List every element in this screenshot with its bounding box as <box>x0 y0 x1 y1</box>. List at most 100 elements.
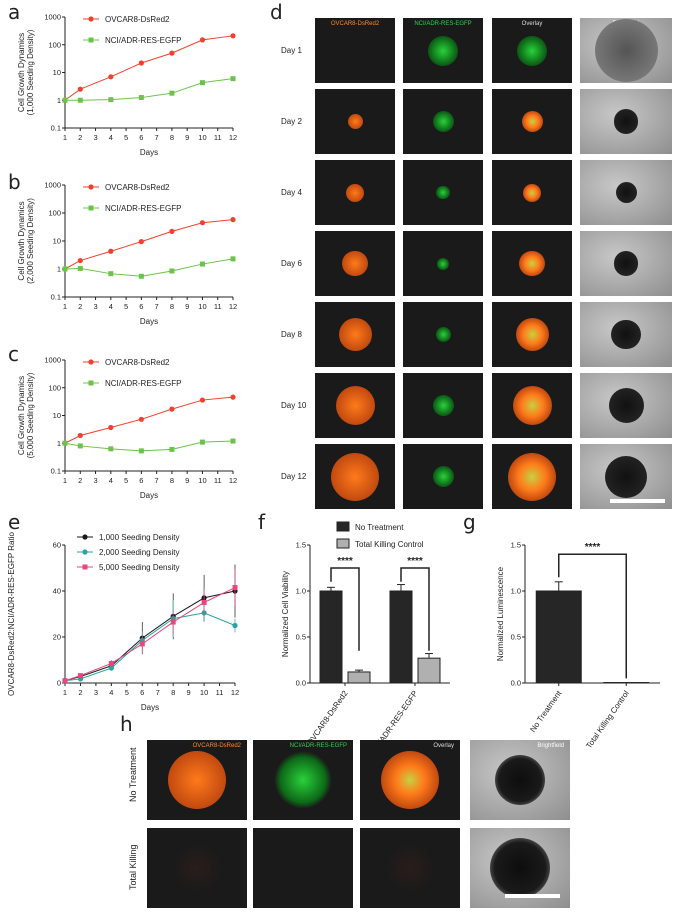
x-tick-label: 12 <box>231 688 239 697</box>
micrograph-overlay: Overlay <box>360 740 460 820</box>
x-tick-label: 4 <box>109 302 113 311</box>
x-tick-label: No Treatment <box>528 688 564 733</box>
spheroid <box>432 395 454 416</box>
y-axis-label: Cell Growth Dynamics <box>17 33 26 112</box>
row-label: Total Killing <box>128 844 138 890</box>
y-tick-label: 60 <box>53 541 61 550</box>
y-tick-label: 1 <box>57 265 61 274</box>
spheroid <box>594 19 658 82</box>
spheroid <box>428 35 458 66</box>
x-tick-label: 6 <box>140 688 144 697</box>
y-tick-label: 100 <box>48 209 61 218</box>
data-point <box>232 585 238 591</box>
micrograph-red <box>147 828 247 908</box>
data-point <box>108 446 114 452</box>
x-tick-label: 5 <box>124 476 128 485</box>
micrograph-green: NCI/ADR-RES-EGFP <box>253 740 353 820</box>
significance-stars: **** <box>337 556 353 567</box>
series-line-0 <box>64 396 234 444</box>
row-label: No Treatment <box>128 747 138 802</box>
data-point <box>169 406 175 412</box>
x-tick-label: 6 <box>139 476 143 485</box>
micrograph-overlay <box>492 160 572 225</box>
x-tick-label: Total Killing Control <box>584 689 631 750</box>
y-tick-label: 100 <box>48 40 61 49</box>
micrograph-red <box>315 444 395 509</box>
spheroid <box>432 111 454 132</box>
x-tick-label: 7 <box>155 133 159 142</box>
x-tick-label: OVCAR8-DsRed2 <box>305 689 350 747</box>
legend-label: 1,000 Seeding Density <box>99 533 180 542</box>
spheroid <box>611 319 641 350</box>
series-line-1 <box>64 258 234 277</box>
legend-label: NCI/ADR-RES-EGFP <box>105 204 181 213</box>
legend-label: 5,000 Seeding Density <box>99 563 180 572</box>
micrograph-green <box>403 444 483 509</box>
spheroid <box>615 182 637 203</box>
significance-stars: **** <box>585 542 601 553</box>
spheroid <box>490 838 550 898</box>
data-point <box>108 660 114 666</box>
row-label: Day 1 <box>281 46 302 55</box>
column-header: Overlay <box>433 743 454 749</box>
x-tick-label: 2 <box>78 476 82 485</box>
data-point <box>62 266 68 272</box>
legend-marker <box>88 184 94 190</box>
spheroid <box>278 843 328 893</box>
micrograph-green <box>403 160 483 225</box>
micrograph-brightfield <box>580 373 672 438</box>
y-tick-label: 0.1 <box>51 467 61 476</box>
column-header: OVCAR8-DsRed2 <box>192 743 241 749</box>
data-point <box>199 439 205 445</box>
x-tick-label: 9 <box>185 476 189 485</box>
legend-label: 2,000 Seeding Density <box>99 548 180 557</box>
panel-label-h: h <box>120 712 133 736</box>
data-point <box>138 95 144 101</box>
legend-marker <box>88 205 94 211</box>
spheroid <box>519 250 545 277</box>
x-tick-label: 8 <box>170 476 174 485</box>
spheroid <box>342 250 368 277</box>
spheroid <box>338 318 372 351</box>
micrograph-brightfield <box>580 231 672 296</box>
legend-marker <box>88 380 94 386</box>
spheroid <box>435 327 451 342</box>
series-line-0 <box>64 590 236 682</box>
spheroid <box>437 257 449 270</box>
data-point <box>77 432 83 439</box>
y-tick-label: 1000 <box>44 181 61 190</box>
data-point <box>199 220 206 226</box>
x-tick-label: 10 <box>200 688 208 697</box>
x-tick-label: 2 <box>78 302 82 311</box>
micrograph-overlay <box>492 444 572 509</box>
row-label: Day 6 <box>281 259 302 268</box>
data-point <box>77 443 83 449</box>
spheroid <box>605 455 647 498</box>
x-tick-label: 2 <box>78 688 82 697</box>
scale-bar <box>610 499 665 503</box>
bar <box>347 671 371 684</box>
x-tick-label: 1 <box>63 302 67 311</box>
y-tick-label: 1.0 <box>296 587 306 596</box>
x-tick-label: 8 <box>170 133 174 142</box>
legend-marker <box>82 534 88 540</box>
micrograph-overlay <box>492 373 572 438</box>
spheroid <box>608 388 644 423</box>
data-point <box>108 97 114 103</box>
chart-g <box>522 544 660 686</box>
data-point <box>108 271 114 277</box>
data-point <box>108 74 114 80</box>
data-point <box>138 60 144 66</box>
column-header: NCI/ADR-RES-EGFP <box>414 21 472 27</box>
row-label: Day 8 <box>281 330 302 339</box>
data-point <box>138 239 144 245</box>
data-point <box>138 273 144 279</box>
spheroid <box>613 251 639 276</box>
legend-marker <box>82 549 88 555</box>
series-line-1 <box>64 612 236 682</box>
x-tick-label: 8 <box>170 302 174 311</box>
micrograph-red <box>315 89 395 154</box>
x-axis-label: Days <box>140 148 158 157</box>
significance-stars: **** <box>407 556 423 567</box>
y-tick-label: 1.5 <box>511 541 521 550</box>
